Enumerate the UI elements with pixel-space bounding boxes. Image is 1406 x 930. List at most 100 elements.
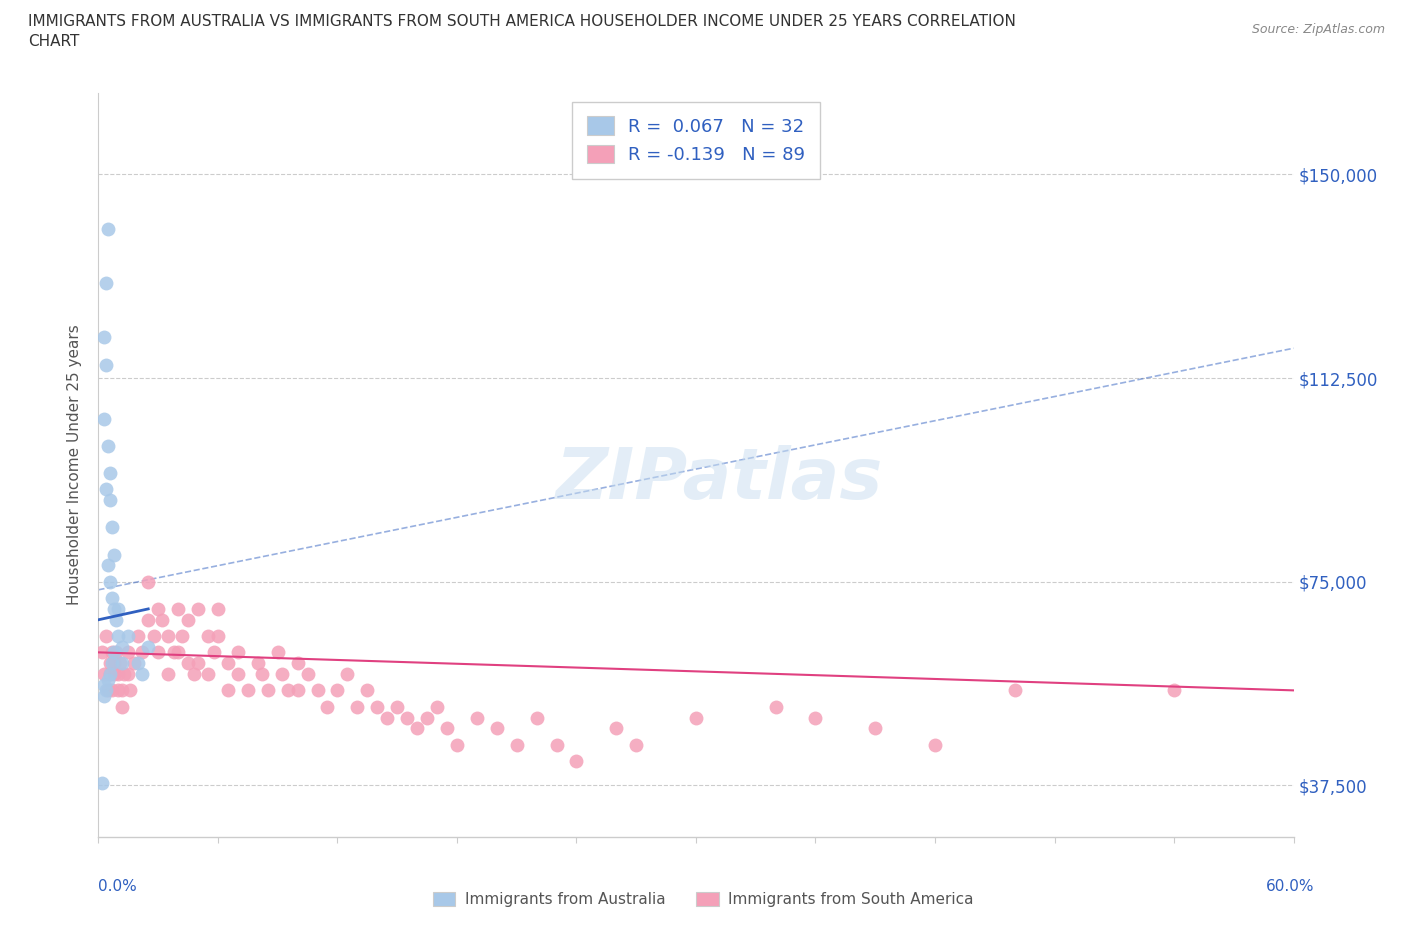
- Point: [924, 737, 946, 752]
- Point: [207, 629, 229, 644]
- Point: [256, 683, 278, 698]
- Point: [101, 520, 124, 535]
- Point: [97, 672, 120, 687]
- Point: [93, 411, 115, 426]
- Point: [605, 721, 627, 736]
- Point: [226, 644, 249, 659]
- Text: ZIPatlas: ZIPatlas: [557, 445, 883, 514]
- Point: [127, 629, 149, 644]
- Point: [804, 711, 827, 725]
- Point: [91, 776, 114, 790]
- Point: [107, 683, 129, 698]
- Point: [270, 667, 292, 682]
- Point: [485, 721, 508, 736]
- Point: [98, 656, 122, 671]
- Point: [143, 629, 166, 644]
- Point: [406, 721, 429, 736]
- Point: [183, 667, 205, 682]
- Point: [236, 683, 259, 698]
- Point: [187, 602, 209, 617]
- Point: [120, 683, 142, 698]
- Point: [101, 644, 124, 659]
- Point: [93, 688, 115, 703]
- Point: [1004, 683, 1026, 698]
- Point: [506, 737, 529, 752]
- Point: [127, 656, 149, 671]
- Point: [297, 667, 319, 682]
- Point: [177, 612, 200, 627]
- Point: [98, 667, 122, 682]
- Text: 0.0%: 0.0%: [98, 879, 138, 894]
- Point: [865, 721, 887, 736]
- Point: [97, 439, 120, 454]
- Point: [336, 667, 359, 682]
- Point: [287, 656, 309, 671]
- Point: [103, 667, 125, 682]
- Point: [107, 667, 129, 682]
- Point: [217, 656, 239, 671]
- Point: [111, 683, 134, 698]
- Point: [346, 699, 368, 714]
- Text: Source: ZipAtlas.com: Source: ZipAtlas.com: [1251, 23, 1385, 36]
- Point: [465, 711, 488, 725]
- Point: [105, 644, 128, 659]
- Point: [97, 558, 120, 573]
- Point: [526, 711, 548, 725]
- Point: [117, 644, 139, 659]
- Point: [96, 275, 118, 290]
- Point: [111, 656, 134, 671]
- Point: [93, 667, 115, 682]
- Point: [101, 656, 124, 671]
- Point: [98, 667, 122, 682]
- Point: [385, 699, 409, 714]
- Point: [685, 711, 707, 725]
- Point: [101, 683, 124, 698]
- Point: [93, 677, 115, 692]
- Point: [101, 591, 124, 605]
- Point: [287, 683, 309, 698]
- Point: [117, 667, 139, 682]
- Point: [93, 330, 115, 345]
- Text: CHART: CHART: [28, 34, 80, 49]
- Point: [103, 602, 125, 617]
- Point: [103, 656, 125, 671]
- Point: [150, 612, 173, 627]
- Point: [217, 683, 239, 698]
- Point: [105, 612, 128, 627]
- Point: [765, 699, 787, 714]
- Point: [356, 683, 378, 698]
- Point: [546, 737, 568, 752]
- Point: [197, 629, 219, 644]
- Legend: Immigrants from Australia, Immigrants from South America: Immigrants from Australia, Immigrants fr…: [426, 885, 980, 913]
- Point: [124, 656, 146, 671]
- Point: [111, 699, 134, 714]
- Point: [177, 656, 200, 671]
- Point: [98, 493, 122, 508]
- Point: [96, 357, 118, 372]
- Point: [148, 644, 170, 659]
- Point: [226, 667, 249, 682]
- Point: [136, 640, 159, 655]
- Point: [91, 644, 114, 659]
- Point: [97, 683, 120, 698]
- Point: [426, 699, 449, 714]
- Point: [103, 644, 125, 659]
- Point: [167, 602, 190, 617]
- Point: [326, 683, 349, 698]
- Point: [117, 629, 139, 644]
- Point: [131, 667, 153, 682]
- Point: [267, 644, 290, 659]
- Point: [207, 602, 229, 617]
- Point: [110, 656, 132, 671]
- Point: [107, 602, 129, 617]
- Point: [446, 737, 468, 752]
- Point: [103, 547, 125, 562]
- Point: [98, 575, 122, 590]
- Point: [136, 575, 159, 590]
- Point: [107, 629, 129, 644]
- Point: [1163, 683, 1185, 698]
- Point: [250, 667, 273, 682]
- Point: [163, 644, 186, 659]
- Point: [436, 721, 458, 736]
- Point: [187, 656, 209, 671]
